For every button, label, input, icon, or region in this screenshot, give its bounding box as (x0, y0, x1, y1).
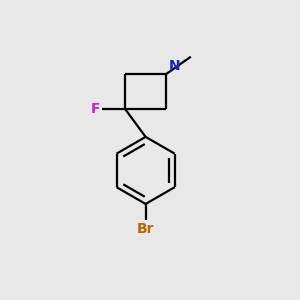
Text: Br: Br (137, 222, 154, 236)
Text: N: N (168, 59, 180, 73)
Text: F: F (91, 102, 100, 116)
